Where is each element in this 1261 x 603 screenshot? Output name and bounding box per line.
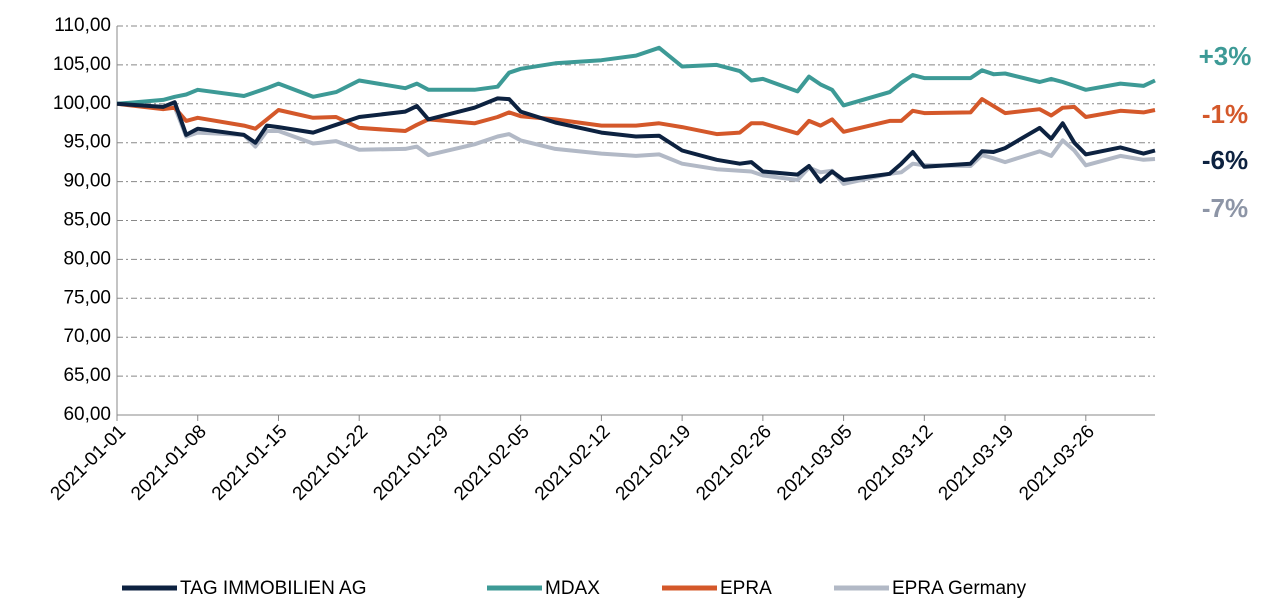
x-tick-label: 2021-01-22: [289, 421, 373, 505]
y-tick-label: 105,00: [53, 54, 111, 75]
series-line: [116, 97, 1156, 137]
legend-label: EPRA Germany: [892, 578, 1027, 599]
x-tick-label: 2021-02-26: [692, 421, 776, 505]
legend-label: EPRA: [720, 578, 772, 599]
y-tick-label: 95,00: [63, 132, 111, 153]
series-line: [116, 96, 1156, 184]
y-tick-label: 80,00: [63, 248, 111, 269]
x-tick-label: 2021-02-12: [531, 421, 615, 505]
y-tick-label: 75,00: [63, 287, 111, 308]
x-tick-label: 2021-03-12: [854, 421, 938, 505]
x-tick-label: 2021-03-19: [935, 421, 1019, 505]
x-tick-label: 2021-01-29: [369, 421, 453, 505]
series-line: [116, 101, 1156, 186]
annotation: -7%: [1202, 193, 1248, 223]
x-tick-label: 2021-01-08: [127, 421, 211, 505]
y-tick-label: 85,00: [63, 210, 111, 231]
y-tick-label: 60,00: [63, 404, 111, 425]
x-tick-label: 2021-02-19: [612, 421, 696, 505]
x-tick-label: 2021-02-05: [450, 421, 534, 505]
y-tick-label: 110,00: [54, 15, 111, 36]
x-tick-label: 2021-01-15: [208, 421, 292, 505]
x-tick-label: 2021-01-01: [46, 421, 130, 505]
x-tick-label: 2021-03-26: [1015, 421, 1099, 505]
y-tick-label: 90,00: [63, 171, 111, 192]
y-tick-label: 70,00: [63, 326, 111, 347]
annotation: +3%: [1199, 41, 1252, 71]
x-tick-label: 2021-03-05: [773, 421, 857, 505]
annotation: -6%: [1202, 145, 1248, 175]
y-tick-label: 100,00: [53, 93, 111, 114]
legend-label: TAG IMMOBILIEN AG: [180, 578, 367, 599]
series-line: [116, 45, 1156, 108]
annotation: -1%: [1202, 99, 1248, 129]
y-tick-label: 65,00: [63, 365, 111, 386]
legend-label: MDAX: [545, 578, 600, 599]
